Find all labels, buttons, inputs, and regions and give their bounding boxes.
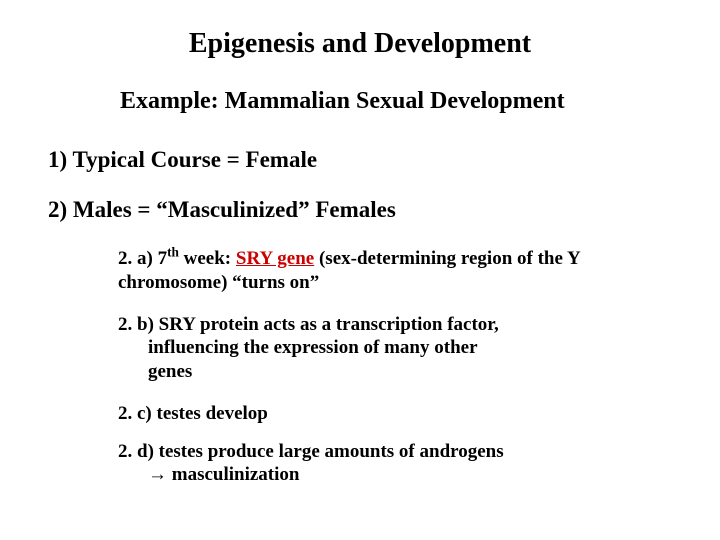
p2d-l1: 2. d) testes produce large amounts of an… bbox=[118, 441, 504, 462]
slide-subtitle: Example: Mammalian Sexual Development bbox=[48, 88, 672, 115]
p2d-l2: masculinization bbox=[167, 464, 299, 485]
arrow-icon: → bbox=[148, 464, 167, 485]
p2b-l3: genes bbox=[118, 360, 608, 384]
point-2a: 2. a) 7th week: SRY gene (sex-determinin… bbox=[48, 247, 608, 295]
p2a-sup: th bbox=[167, 245, 179, 260]
point-2b: 2. b) SRY protein acts as a transcriptio… bbox=[48, 313, 608, 384]
point-2d: 2. d) testes produce large amounts of an… bbox=[48, 440, 608, 488]
point-1: 1) Typical Course = Female bbox=[48, 147, 672, 173]
point-2: 2) Males = “Masculinized” Females bbox=[48, 197, 672, 223]
point-2c: 2. c) testes develop bbox=[48, 402, 608, 426]
p2b-l1: 2. b) SRY protein acts as a transcriptio… bbox=[118, 314, 499, 335]
p2a-gene: SRY gene bbox=[236, 248, 314, 269]
p2d-l2-wrap: → masculinization bbox=[118, 463, 608, 487]
slide-content: Epigenesis and Development Example: Mamm… bbox=[0, 0, 720, 525]
slide-title: Epigenesis and Development bbox=[48, 28, 672, 60]
p2a-prefix: 2. a) 7 bbox=[118, 248, 167, 269]
p2b-l2: influencing the expression of many other bbox=[118, 336, 608, 360]
p2a-mid: week: bbox=[179, 248, 236, 269]
